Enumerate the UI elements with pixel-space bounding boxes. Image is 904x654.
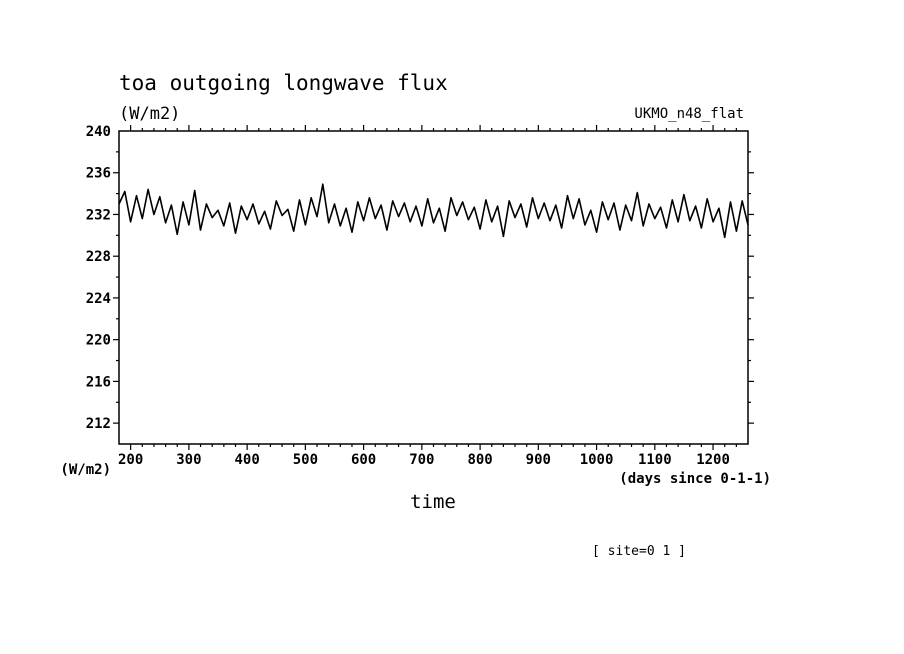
y-tick-label: 224 xyxy=(86,291,111,307)
plot-area-border xyxy=(118,130,749,445)
site-label: [ site=0 1 ] xyxy=(592,544,686,559)
y-tick-label: 220 xyxy=(86,333,111,349)
x-tick-label: 900 xyxy=(526,452,551,468)
x-tick-label: 1200 xyxy=(696,452,730,468)
x-axis-labels: 200 300 400 500 600 700 800 900 1000 1100 1200 xyxy=(118,452,730,468)
x-tick-label: 1100 xyxy=(638,452,672,468)
x-tick-label: 300 xyxy=(176,452,201,468)
y-axis-ticks xyxy=(113,151,754,424)
x-axis-ticks xyxy=(130,125,737,450)
y-tick-label: 216 xyxy=(86,374,111,390)
y-tick-label: 236 xyxy=(86,166,111,182)
x-tick-label: 800 xyxy=(467,452,492,468)
x-axis-label: time xyxy=(410,491,456,513)
x-tick-label: 400 xyxy=(234,452,259,468)
y-tick-label: 228 xyxy=(86,249,111,265)
plot-frame xyxy=(118,130,749,445)
y-tick-label: 232 xyxy=(86,207,111,223)
x-tick-label: 600 xyxy=(351,452,376,468)
x-tick-label: 500 xyxy=(293,452,318,468)
series-group xyxy=(118,183,749,239)
x-tick-label: 1000 xyxy=(580,452,614,468)
chart-title: toa outgoing longwave flux xyxy=(119,71,448,95)
x-tick-label: 200 xyxy=(118,452,143,468)
model-label: UKMO_n48_flat xyxy=(634,106,744,122)
x-axis-units-label: (days since 0-1-1) xyxy=(619,471,771,487)
series-line xyxy=(118,183,749,239)
x-tick-label: 700 xyxy=(409,452,434,468)
y-tick-label: 212 xyxy=(86,416,111,432)
units-label: (W/m2) xyxy=(119,104,180,124)
y-tick-label: 240 xyxy=(86,124,111,140)
y-axis-label: (W/m2) xyxy=(60,462,111,478)
y-axis-labels: 212 216 220 224 228 232 236 240 xyxy=(86,124,111,432)
